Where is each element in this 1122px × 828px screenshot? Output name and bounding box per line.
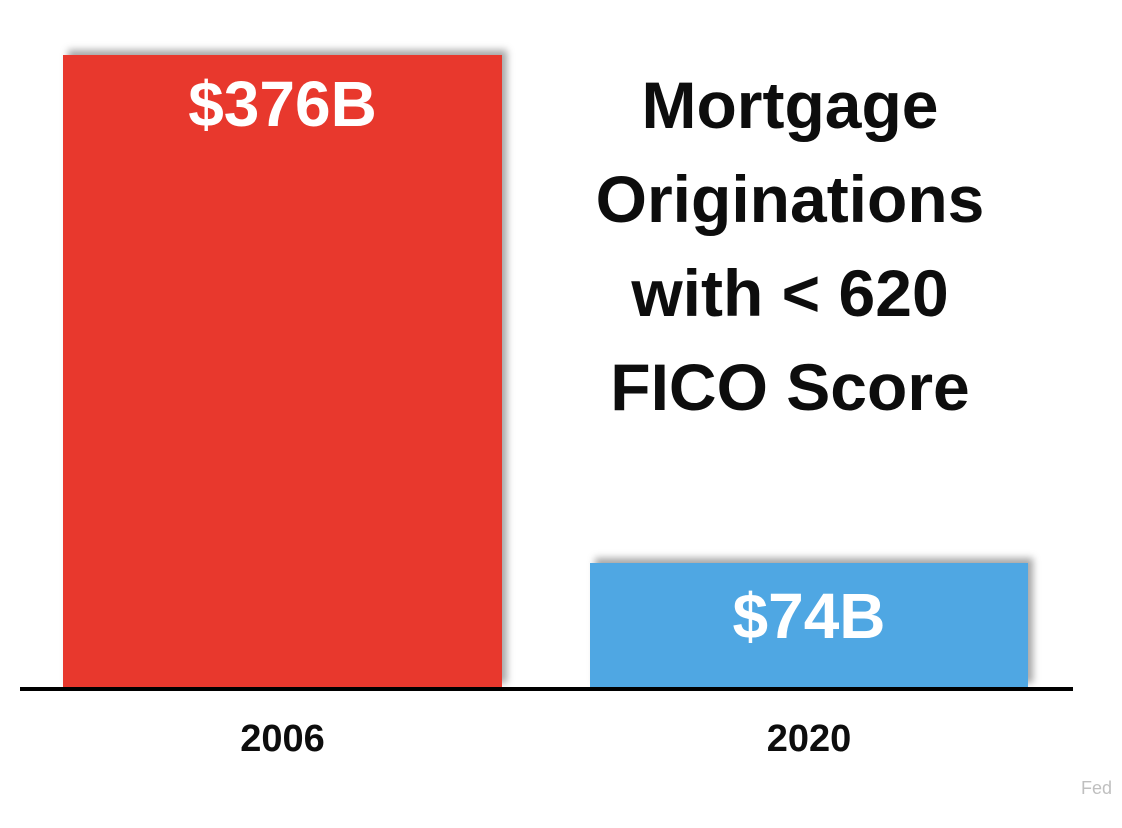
bar-2020: $74B [590,563,1028,688]
x-tick-label-2006: 2006 [240,718,325,760]
chart-title: Mortgage Originations with < 620 FICO Sc… [510,58,1070,434]
chart-title-line-4: FICO Score [610,350,970,424]
chart-title-line-3: with < 620 [631,256,949,330]
x-tick-label-2020: 2020 [766,718,852,760]
bar-value-label-2006: $376B [188,68,377,140]
source-attribution: Fed [1080,778,1112,798]
bar-2006: $376B [63,55,502,688]
chart-title-line-2: Originations [595,162,985,236]
chart-title-line-1: Mortgage [641,68,939,142]
x-axis-line [20,687,1073,691]
bar-value-label-2020: $74B [732,580,886,652]
